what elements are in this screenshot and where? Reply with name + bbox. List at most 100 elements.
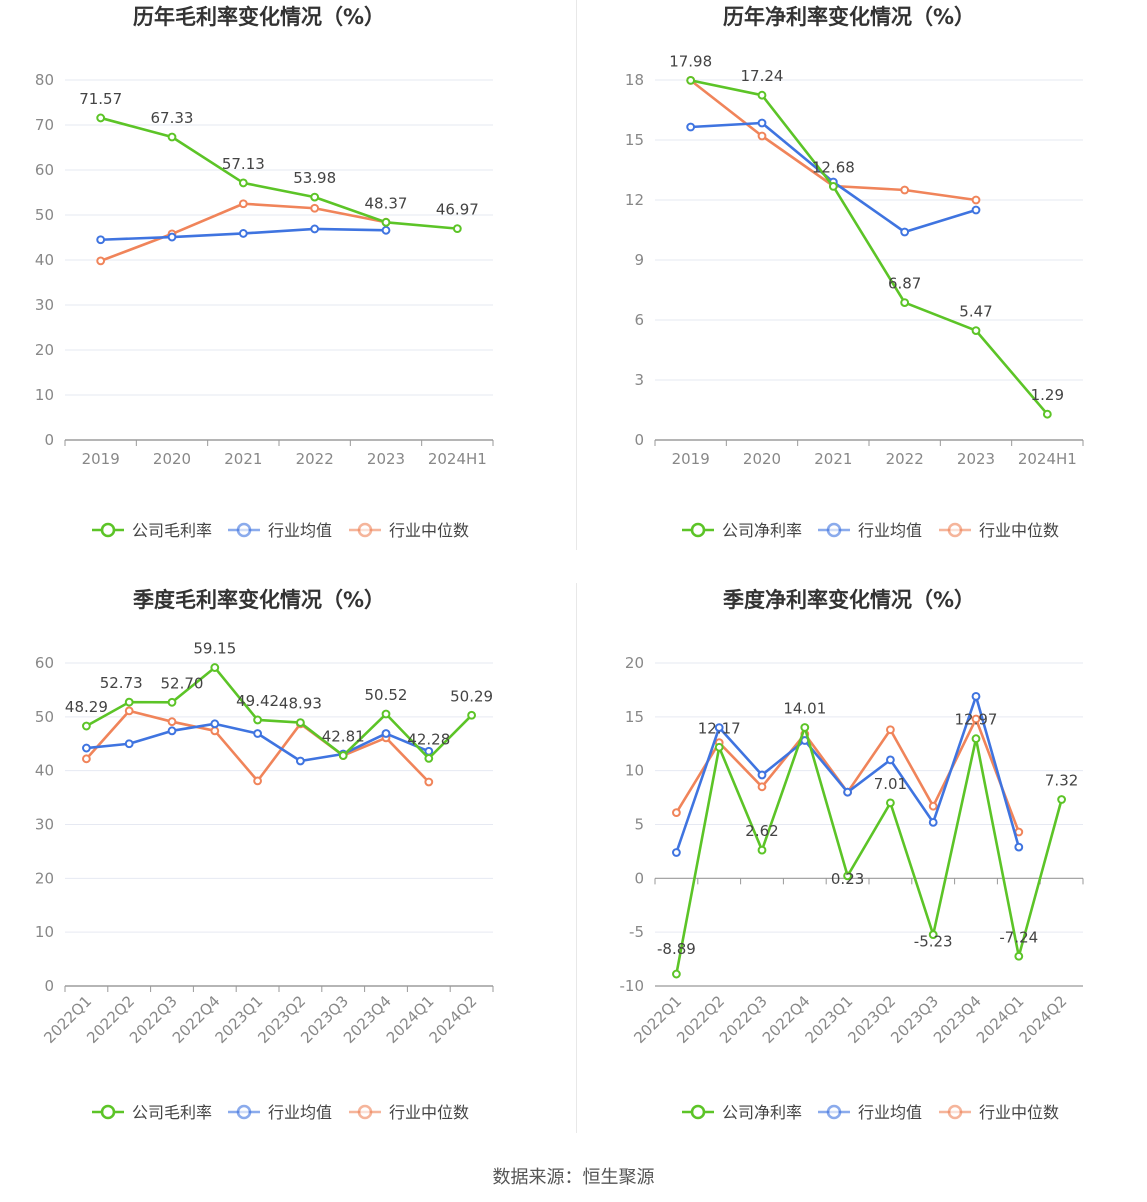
data-point (381, 225, 391, 235)
data-point (167, 697, 177, 707)
y-tick-label: 10 (35, 386, 54, 404)
chart-title: 季度净利率变化情况（%） (723, 588, 975, 612)
data-point (886, 725, 895, 735)
data-label: 42.81 (322, 728, 365, 746)
y-tick-label: 18 (625, 71, 644, 89)
data-point (124, 739, 134, 749)
quarterly-gross-margin-chart: 季度毛利率变化情况（%） 0 10 20 30 40 50 60 2022Q1 2022Q2 202… (0, 583, 570, 1153)
x-tick-label: 2023 (957, 450, 995, 468)
divider-bottom (576, 583, 577, 1133)
y-tick-label: 50 (35, 708, 54, 726)
y-tick-label: 0 (634, 869, 644, 887)
y-tick-label: 3 (634, 371, 644, 389)
series-line (85, 666, 473, 760)
y-tick-label: 60 (35, 654, 54, 672)
legend-item[interactable]: 行业中位数 (939, 1103, 1059, 1122)
y-tick-label: 15 (625, 131, 644, 149)
data-label: 12.17 (698, 719, 741, 737)
data-point (1014, 951, 1024, 961)
data-label: 49.42 (236, 692, 279, 710)
data-point (672, 808, 681, 818)
data-point (310, 192, 320, 202)
data-label: 50.29 (450, 687, 493, 705)
data-label: 48.37 (365, 194, 408, 212)
legend-item[interactable]: 公司毛利率 (92, 521, 212, 540)
data-point (210, 663, 220, 672)
legend-item[interactable]: 公司毛利率 (92, 1103, 212, 1122)
data-point (843, 871, 852, 881)
x-tick-label: 2022 (886, 450, 924, 468)
y-tick-label: 20 (35, 869, 54, 887)
data-point (757, 770, 767, 780)
legend-circle-icon (236, 522, 252, 538)
data-point (1042, 409, 1052, 419)
data-point (82, 743, 91, 753)
data-point (381, 729, 391, 738)
y-tick-label: 30 (35, 816, 54, 834)
data-point (900, 227, 910, 237)
legend-label: 行业均值 (858, 521, 922, 540)
legend-item[interactable]: 行业中位数 (939, 521, 1059, 540)
legend-circle-icon (947, 522, 963, 538)
series-line (675, 726, 1063, 975)
data-point (381, 709, 391, 719)
chart-svg: 历年毛利率变化情况（%） 0 10 20 30 40 50 60 70 80 2019 2020 202… (35, 5, 494, 540)
data-label: -8.89 (657, 940, 696, 958)
data-point (757, 118, 767, 128)
data-point (124, 706, 134, 716)
legend-circle-icon (690, 1104, 706, 1120)
y-tick-label: 5 (634, 816, 644, 834)
legend-circle-icon (236, 1104, 252, 1120)
legend-item[interactable]: 行业均值 (818, 1103, 922, 1122)
annual-net-margin-chart: 历年净利率变化情况（%） 0 3 6 9 12 15 18 2019 2020 2021 2022 20… (577, 0, 1147, 570)
data-label: 14.01 (783, 699, 826, 717)
data-point (1014, 842, 1024, 852)
data-label: 2.62 (745, 822, 778, 840)
legend-item[interactable]: 公司净利率 (682, 521, 802, 540)
legend-label: 行业中位数 (979, 521, 1059, 540)
x-tick-label: 2020 (743, 450, 781, 468)
x-tick-label: 2019 (82, 450, 120, 468)
data-label: 7.01 (874, 775, 907, 793)
data-point (900, 185, 910, 195)
data-label: 46.97 (436, 201, 479, 219)
data-label: 67.33 (151, 109, 194, 127)
data-point (124, 697, 134, 707)
legend-item[interactable]: 行业中位数 (349, 521, 469, 540)
data-point (296, 718, 305, 727)
data-point (253, 729, 263, 738)
legend-label: 公司毛利率 (132, 521, 212, 540)
annual-gross-margin-chart: 历年毛利率变化情况（%） 0 10 20 30 40 50 60 70 80 2019 2020 202… (0, 0, 570, 570)
data-point (96, 256, 106, 266)
y-tick-label: 80 (35, 71, 54, 89)
legend-item[interactable]: 行业中位数 (349, 1103, 469, 1122)
data-source-note: 数据来源：恒生聚源 (492, 1167, 655, 1188)
x-tick-label: 2024H1 (428, 450, 487, 468)
legend-item[interactable]: 行业均值 (818, 521, 922, 540)
data-point (424, 777, 434, 787)
data-point (338, 751, 348, 760)
data-label: 52.70 (161, 674, 204, 692)
data-point (452, 224, 462, 234)
legend-circle-icon (826, 522, 842, 538)
data-point (238, 178, 248, 188)
data-point (828, 182, 838, 191)
chart-svg: 季度毛利率变化情况（%）01020304050602022Q12022Q2202… (35, 588, 494, 1122)
legend-label: 行业中位数 (389, 1103, 469, 1122)
data-point (253, 715, 263, 725)
legend-item[interactable]: 行业均值 (228, 521, 332, 540)
data-point (82, 754, 91, 764)
legend-circle-icon (100, 522, 116, 538)
legend-label: 行业中位数 (389, 521, 469, 540)
data-point (424, 753, 434, 763)
legend-label: 行业均值 (858, 1103, 922, 1122)
data-point (296, 756, 305, 766)
data-label: 42.28 (407, 730, 450, 748)
data-point (686, 76, 696, 85)
legend-item[interactable]: 公司净利率 (682, 1103, 802, 1122)
y-tick-label: 70 (35, 116, 54, 134)
legend-item[interactable]: 行业均值 (228, 1103, 332, 1122)
data-point (800, 723, 810, 732)
data-point (238, 229, 248, 238)
data-label: 50.52 (365, 686, 408, 704)
